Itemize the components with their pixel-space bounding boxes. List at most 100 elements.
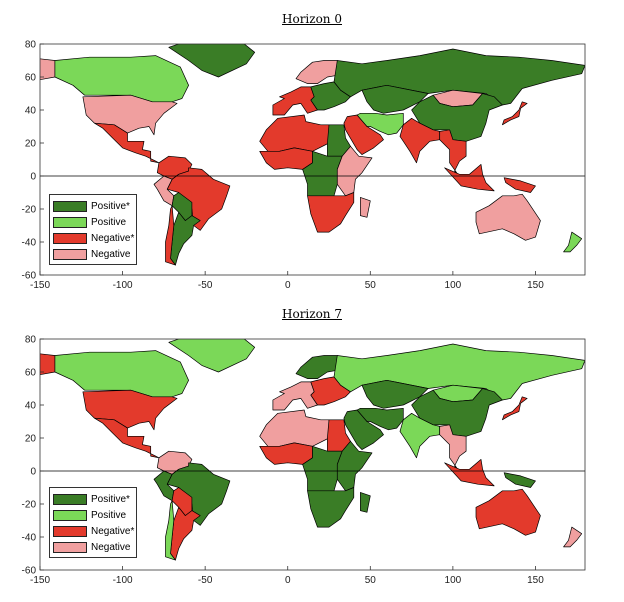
legend: Positive* Positive Negative* Negative xyxy=(49,487,137,558)
region-japan xyxy=(502,396,528,421)
plot-frame xyxy=(39,43,586,276)
region-indonesia xyxy=(444,459,495,487)
legend-swatch xyxy=(53,232,87,244)
region-china xyxy=(411,388,503,437)
map-regions xyxy=(40,44,585,266)
panel-title: Horizon 0 xyxy=(282,12,342,26)
x-tick-label: 100 xyxy=(445,575,462,586)
region-madagascar xyxy=(360,492,371,513)
plot-frame xyxy=(39,338,586,571)
region-eastern-europe xyxy=(310,376,351,406)
y-tick-label: 40 xyxy=(25,401,37,412)
region-kazakhstan-central-asia xyxy=(361,84,429,114)
legend-swatch xyxy=(53,493,87,505)
legend: Positive* Positive Negative* Negative xyxy=(49,194,137,265)
y-tick-label: -20 xyxy=(22,205,37,216)
legend-label: Negative* xyxy=(91,232,135,244)
region-japan xyxy=(502,101,528,126)
region-chile xyxy=(165,500,176,561)
map-panel-horizon-0: Horizon 0 -150 -100 -50 0 50 100 150 80 60 40 20 0-… xyxy=(0,8,624,304)
x-tick-label: -150 xyxy=(30,575,50,586)
x-tick-label: -150 xyxy=(30,280,50,291)
x-tick-label: 50 xyxy=(365,280,377,291)
x-tick-label: 0 xyxy=(285,575,291,586)
y-tick-label: 0 xyxy=(30,467,36,478)
region-east-africa xyxy=(336,440,373,492)
legend-item: Negative* xyxy=(53,523,135,539)
y-tick-label: 80 xyxy=(25,335,37,346)
y-tick-label: -60 xyxy=(22,566,37,577)
region-greenland xyxy=(168,339,256,373)
region-mexico-central-america xyxy=(94,417,160,459)
region-australia xyxy=(475,488,541,536)
x-tick-label: -50 xyxy=(198,575,213,586)
y-tick-label: -20 xyxy=(22,500,37,511)
region-papua-new-guinea xyxy=(503,177,536,193)
region-peru xyxy=(153,175,175,207)
region-southern-africa xyxy=(307,487,355,528)
x-tick-label: -50 xyxy=(198,280,213,291)
region-southern-africa xyxy=(307,192,355,233)
region-north-africa xyxy=(259,409,330,447)
region-kazakhstan-central-asia xyxy=(361,379,429,409)
panel-title: Horizon 7 xyxy=(282,307,342,321)
world-map: -150 -100 -50 0 50 100 150 80 60 40 20 0 -20 -40 -60 xyxy=(22,335,586,586)
region-alaska xyxy=(40,353,56,376)
map-regions xyxy=(40,339,585,561)
region-scandinavia xyxy=(295,60,338,84)
y-tick-label: 60 xyxy=(25,368,37,379)
y-tick-label: 20 xyxy=(25,434,37,445)
map-panel-horizon-7: Horizon 7 -150 -100 -50 0 50 100 150 80 60 40 20 0-… xyxy=(0,303,624,599)
legend-item: Positive* xyxy=(53,198,133,214)
region-canada xyxy=(54,350,189,398)
y-tick-label: -40 xyxy=(22,533,37,544)
region-china xyxy=(411,93,503,142)
legend-swatch xyxy=(53,200,87,212)
legend-item: Positive* xyxy=(53,491,133,507)
legend-label: Positive* xyxy=(91,200,130,212)
y-tick-label: -60 xyxy=(22,271,37,282)
region-argentina xyxy=(170,211,201,266)
region-new-zealand xyxy=(563,526,583,548)
region-western-europe xyxy=(272,381,318,411)
region-iran-afghanistan xyxy=(356,112,404,136)
region-new-zealand xyxy=(563,231,583,253)
legend-item: Positive xyxy=(53,507,133,523)
x-tick-label: -100 xyxy=(113,575,133,586)
region-mexico-central-america xyxy=(94,122,160,164)
region-west-africa xyxy=(259,442,313,465)
x-tick-label: 100 xyxy=(445,280,462,291)
y-tick-label: 0 xyxy=(30,172,36,183)
region-argentina xyxy=(170,506,201,561)
region-west-africa xyxy=(259,147,313,170)
legend-label: Negative xyxy=(91,541,131,553)
x-tick-label: 0 xyxy=(285,280,291,291)
x-tick-label: 50 xyxy=(365,575,377,586)
y-tick-label: 80 xyxy=(25,40,37,51)
legend-label: Negative* xyxy=(91,525,135,537)
region-greenland xyxy=(168,44,256,78)
region-peru xyxy=(153,470,175,502)
legend-label: Positive xyxy=(91,216,127,228)
y-tick-label: -40 xyxy=(22,238,37,249)
region-chile xyxy=(165,205,176,266)
region-indonesia xyxy=(444,164,495,192)
legend-swatch xyxy=(53,216,87,228)
x-tick-label: -100 xyxy=(113,280,133,291)
legend-item: Positive xyxy=(53,214,133,230)
region-canada xyxy=(54,55,189,103)
legend-swatch xyxy=(53,541,87,553)
legend-swatch xyxy=(53,248,87,260)
x-tick-label: 150 xyxy=(527,575,544,586)
legend-item: Negative xyxy=(53,539,133,555)
region-brazil xyxy=(166,167,231,231)
legend-label: Positive xyxy=(91,509,127,521)
world-map: -150 -100 -50 0 50 100 150 80 60 40 20 0 -20 -40 -60 xyxy=(22,40,586,291)
y-tick-label: 60 xyxy=(25,73,37,84)
region-brazil xyxy=(166,462,231,526)
legend-label: Positive* xyxy=(91,493,130,505)
legend-swatch xyxy=(53,525,87,537)
y-tick-label: 40 xyxy=(25,106,37,117)
legend-swatch xyxy=(53,509,87,521)
region-australia xyxy=(475,193,541,241)
